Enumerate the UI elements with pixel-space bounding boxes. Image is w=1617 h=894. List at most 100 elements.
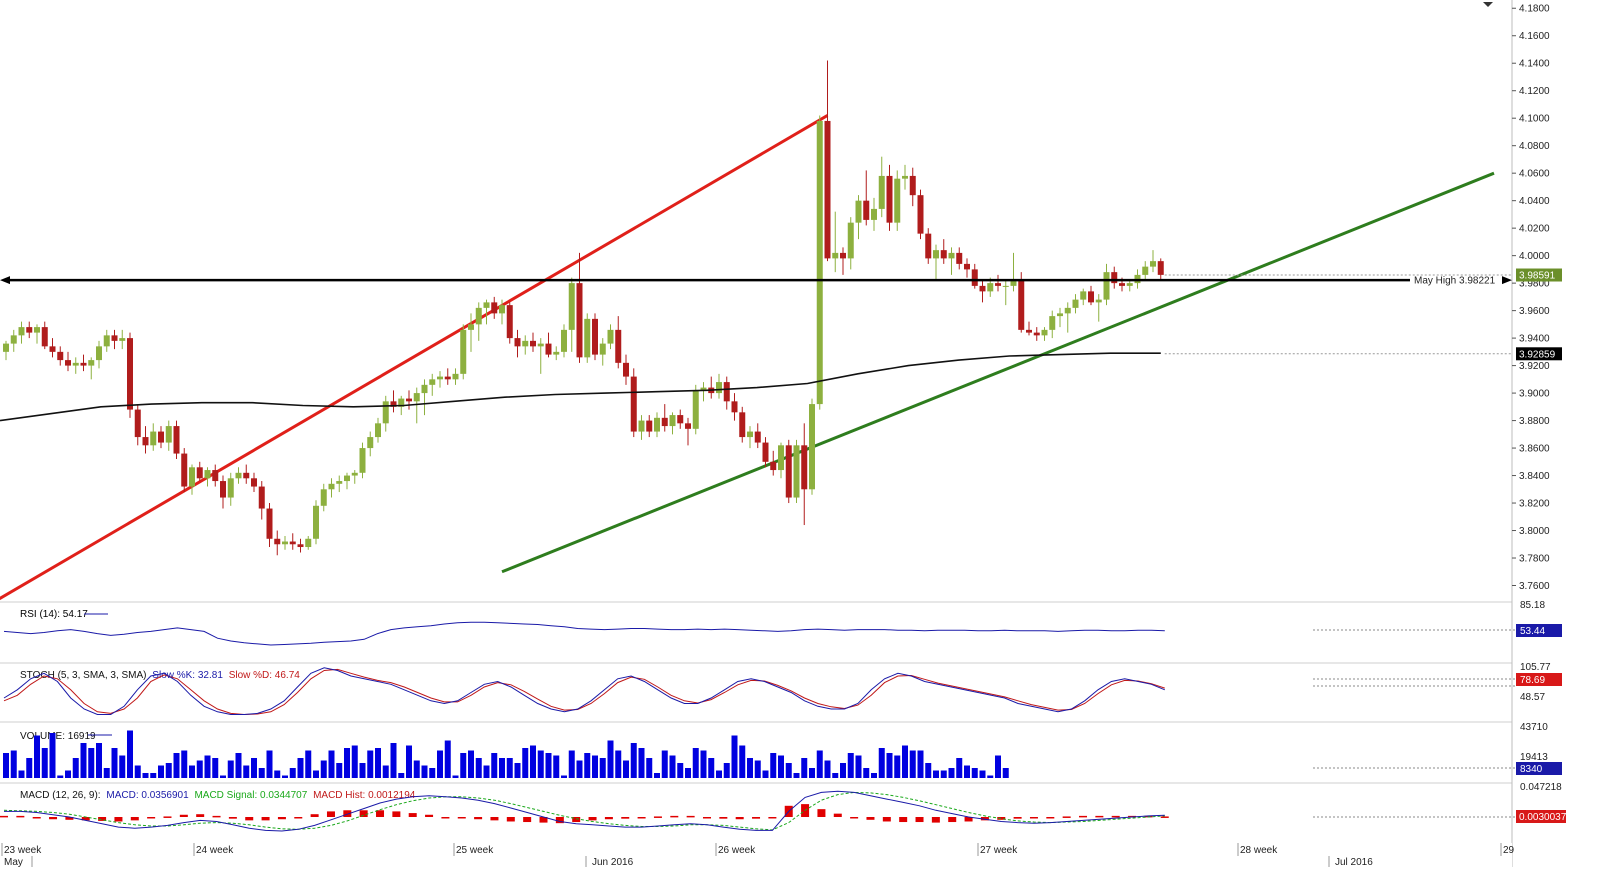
volume-bar [142,773,149,778]
candle-body [499,305,505,314]
price-tag-label: 3.92859 [1519,349,1556,360]
candle-body [677,415,684,424]
candle-body [1041,329,1048,336]
volume-bar [359,763,366,778]
volume-bar [274,770,281,778]
candle-body [553,351,560,355]
volume-bar [460,753,467,778]
candle-body [1049,316,1056,330]
macd-hist-bar [1062,816,1071,818]
candle-body [739,412,746,438]
candle-body [933,250,939,259]
macd-hist-bar [653,816,662,818]
candle-body [26,327,33,333]
volume-bar [103,768,110,778]
volume-panel: VOLUME: 16919 43710 19413 8340 [3,722,1562,778]
candle-body [359,448,366,473]
macd-signal-line [3,791,1165,831]
rsi-title: RSI (14): 54.17 [20,609,88,620]
volume-bar [731,735,738,778]
volume-bar [863,768,870,778]
rsi-panel: RSI (14): 54.17 85.18 53.44 [3,600,1562,646]
candle-body [1033,332,1040,336]
price-tag-bg [1516,268,1562,282]
volume-bar [18,770,25,778]
candle-body [646,420,653,432]
macd-hist-bar [948,817,957,823]
macd-hist-bar [506,817,515,822]
candle-body [956,252,963,264]
candle-body [344,475,350,482]
macd-hist-bar [833,813,842,817]
candle-body [390,401,397,407]
macd-title: MACD (12, 26, 9): MACD: 0.0356901 MACD S… [20,790,416,801]
volume-bar [793,773,800,778]
macd-hist-bar [376,810,385,817]
candle-body [1095,299,1102,303]
volume-bar [964,765,970,778]
volume-bar [506,758,513,778]
chevron-down-icon[interactable] [1483,2,1493,7]
macd-hist-bar [1029,817,1038,819]
candle-body [1088,291,1094,303]
candle-body [871,208,877,220]
candle-body [909,175,916,196]
volume-bar [220,775,226,778]
volume-bar [320,760,327,778]
rsi-line [3,621,1165,646]
volume-bar [196,760,203,778]
macd-hist-bar [931,817,940,823]
candle-body [1119,283,1125,286]
volume-bar [375,748,381,778]
candle-body [964,263,970,270]
volume-bar [10,750,17,778]
price-tick-label: 4.0800 [1519,141,1550,152]
candle-body [940,250,947,259]
arrow-left-icon [0,276,10,285]
macd-hist-bar [1111,815,1120,818]
volume-bar [762,770,769,778]
volume-bar [654,773,660,778]
volume-bar [72,758,79,778]
volume-bar [65,770,71,778]
volume-bar [568,750,575,778]
candle-body [367,437,374,449]
candle-body [491,302,498,314]
candle-body [754,431,761,443]
may-high-level[interactable]: May High 3.98221 [0,274,1512,287]
stoch-panel: STOCH (5, 3, SMA, 3, SMA) Slow %K: 32.81… [3,662,1562,716]
stoch-k-line [3,667,1165,715]
macd-hist-bar [114,817,123,822]
candle-body [421,384,428,394]
volume-bar [971,768,978,778]
macd-hist-bar [735,817,744,820]
week-label: 27 week [980,845,1018,856]
candle-body [3,343,9,352]
macd-hist-bar [866,817,875,820]
volume-bar [165,763,172,778]
candle-body [49,346,56,352]
candle-body [847,222,854,259]
macd-hist-bar [964,817,973,822]
volume-bar [739,745,746,778]
macd-hist-bar [261,817,270,821]
macd-hist-bar [637,817,646,819]
candle-body [623,362,629,377]
candle-body [1142,266,1149,275]
macd-hist-bar [294,817,303,819]
volume-bars [3,730,1009,778]
candle-body [716,382,722,394]
candle-body [537,343,544,347]
volume-bar [832,773,839,778]
stoch-axis-mid: 48.57 [1520,692,1545,703]
candle-body [1002,285,1009,287]
candle-body [615,329,622,363]
candle-body [669,415,676,427]
macd-hist-bar [98,817,107,821]
candle-body [987,283,994,292]
candle-body [258,486,265,509]
macd-hist-bar [49,817,58,820]
macd-hist-bar [163,816,172,818]
volume-bar [227,760,234,778]
volume-bar [816,750,823,778]
